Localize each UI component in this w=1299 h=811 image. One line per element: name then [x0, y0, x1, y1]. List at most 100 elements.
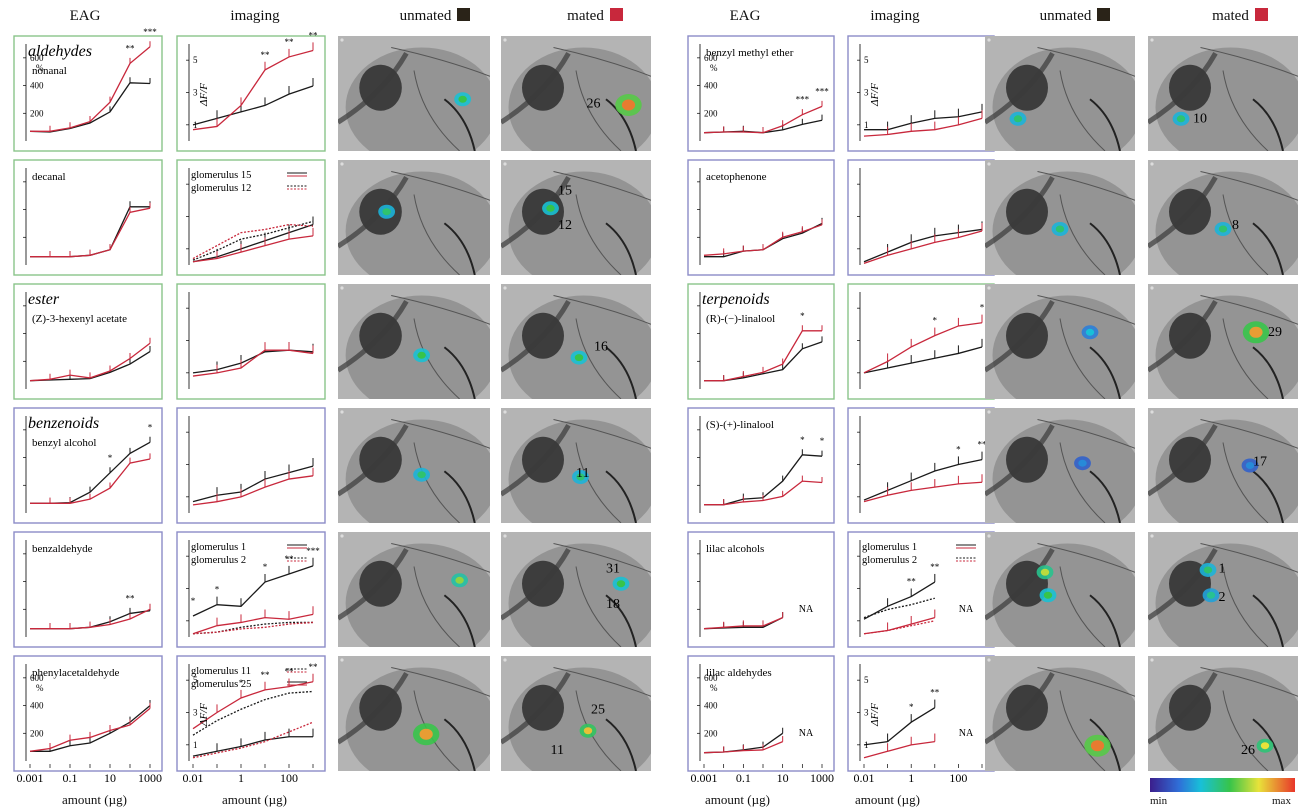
corner-mark — [503, 162, 507, 166]
y-tick-label: 200 — [704, 108, 718, 118]
nerve-shape — [501, 52, 571, 125]
significance-star: * — [263, 562, 268, 572]
vessel-line — [1252, 718, 1284, 771]
vessel-line — [1089, 222, 1121, 275]
y-tick-label: 600 — [30, 53, 44, 63]
series-line — [863, 346, 983, 374]
x-tick-label: 10 — [777, 771, 789, 785]
corner-mark — [503, 38, 507, 42]
glomerulus-label: 31 — [606, 561, 620, 576]
series-line — [863, 117, 983, 137]
series-line — [863, 459, 983, 501]
chart-panel-phenylacetaldehyde-EAG: phenylacetaldehyde 200 400 600% — [13, 655, 163, 772]
legend-label: glomerulus 11 — [191, 666, 251, 677]
vessel-line — [443, 346, 476, 399]
nerve-shape — [1148, 176, 1218, 249]
brain-image-ester-unmated — [338, 284, 490, 399]
vessel-line — [413, 318, 460, 399]
vessel-line — [1222, 566, 1269, 647]
vessel-line — [1252, 222, 1284, 275]
series-line — [192, 690, 314, 736]
series-line — [192, 223, 314, 260]
series-line — [192, 85, 314, 126]
compound-label: benzaldehyde — [32, 543, 93, 555]
nerve-shape — [985, 300, 1055, 373]
y-tick-label: 400 — [704, 701, 718, 711]
brain-image-lilac-aldehydes-unmated — [985, 656, 1135, 771]
corner-mark — [503, 534, 507, 538]
vessel-line — [1059, 690, 1106, 771]
y-tick-label: 3 — [193, 708, 198, 718]
y-tick-label: 600 — [704, 53, 718, 63]
significance-star: * — [820, 436, 825, 446]
series-line — [192, 721, 314, 759]
brain-image-acetophenone-unmated — [985, 160, 1135, 275]
x-tick-label: 1 — [908, 771, 914, 785]
unmated-swatch — [457, 8, 471, 21]
vessel-line — [391, 419, 490, 449]
vessel-line — [1037, 295, 1135, 325]
activity-blob-core — [458, 95, 467, 103]
activity-blob-core — [417, 351, 426, 359]
activity-blob-core — [574, 354, 584, 362]
corner-mark — [340, 534, 344, 538]
y-tick-label: 200 — [30, 108, 44, 118]
significance-star: *** — [306, 546, 320, 556]
activity-blob-core — [616, 580, 626, 588]
nerve-shape — [985, 548, 1055, 621]
xaxis-label-eag-right: amount (µg) — [705, 792, 770, 807]
nerve-shape — [501, 176, 571, 249]
group-label: ester — [28, 291, 60, 308]
header-label: imaging — [870, 8, 920, 24]
header-label: EAG — [729, 8, 761, 24]
corner-mark — [1150, 658, 1154, 662]
legend-label: glomerulus 2 — [862, 555, 917, 566]
na-annotation: NA — [959, 728, 974, 739]
vessel-line — [553, 543, 651, 573]
significance-star: *** — [815, 86, 829, 96]
y-axis-label: ΔF/F — [198, 703, 210, 727]
activity-blob-core — [1013, 115, 1023, 123]
brain-image-benzaldehyde-unmated — [338, 532, 490, 647]
vessel-line — [1252, 470, 1284, 523]
significance-star: ** — [285, 554, 295, 564]
glomerulus-label: 8 — [1232, 218, 1239, 233]
vessel-line — [1222, 70, 1269, 151]
unmated-swatch — [1097, 8, 1111, 21]
vessel-line — [443, 222, 476, 275]
vessel-line — [391, 543, 490, 573]
panel-frame — [176, 159, 326, 276]
significance-star: ** — [309, 30, 319, 40]
lobe-shape — [1155, 295, 1298, 399]
corner-mark — [503, 658, 507, 662]
activity-blob-core — [1218, 225, 1228, 233]
chart-panel-lilac-alcohols-EAG: lilac alcohols NA — [687, 531, 835, 648]
x-tick-label: 1 — [238, 771, 244, 785]
legend-label: glomerulus 12 — [191, 183, 251, 194]
brain-image-acetophenone-mated: 8 — [1148, 160, 1298, 275]
group-label: terpenoids — [702, 291, 770, 308]
vessel-line — [443, 718, 476, 771]
panel-frame — [847, 531, 995, 648]
x-tick-label: 0.1 — [63, 771, 78, 785]
activity-blob-core — [1245, 462, 1255, 469]
brain-image-R-linalool-mated: 29 — [1148, 284, 1298, 399]
vessel-line — [553, 171, 651, 201]
legend-label: glomerulus 1 — [862, 542, 917, 553]
nerve-shape — [338, 672, 409, 745]
header-imaging-right: imaging — [850, 8, 940, 25]
nerve-shape — [1148, 672, 1218, 745]
significance-star: *** — [796, 95, 810, 105]
colorbar — [1150, 778, 1295, 792]
brain-image-nonanal-unmated — [338, 36, 490, 151]
y-tick-label: 200 — [30, 728, 44, 738]
series-line — [192, 223, 314, 263]
y-tick-label: 600 — [30, 673, 44, 683]
significance-star: ** — [285, 37, 295, 47]
series-line — [863, 740, 935, 759]
activity-blob-core — [546, 204, 555, 212]
vessel-line — [575, 442, 622, 523]
y-tick-label: 600 — [704, 673, 718, 683]
lobe-shape — [1155, 543, 1298, 647]
series-line — [192, 349, 314, 377]
